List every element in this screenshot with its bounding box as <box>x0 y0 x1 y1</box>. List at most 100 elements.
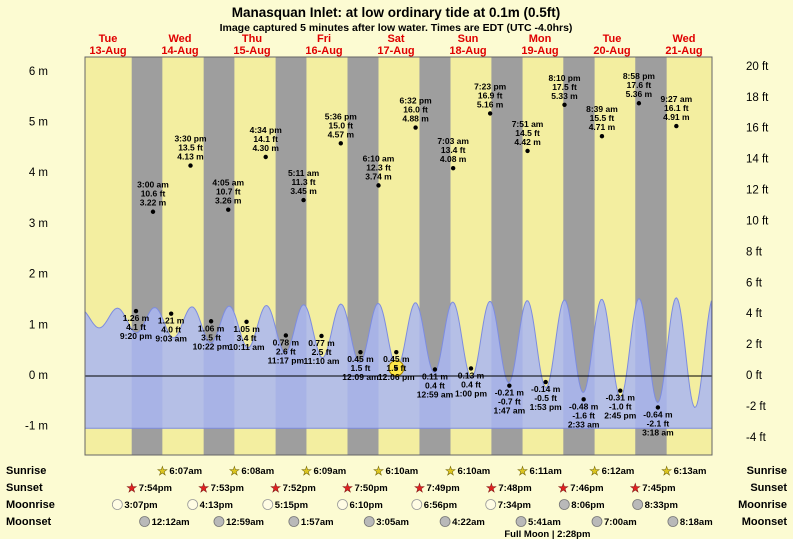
high-tide-time: 8:10 pm <box>548 73 581 83</box>
high-tide-ft: 12.3 ft <box>366 162 391 172</box>
low-tide-ft: 0.4 ft <box>425 380 445 390</box>
high-tide-ft: 16.1 ft <box>664 103 689 113</box>
high-tide-ft: 10.7 ft <box>216 187 241 197</box>
high-tide-m: 5.16 m <box>477 99 504 109</box>
high-tide-m: 4.57 m <box>328 129 355 139</box>
low-tide-dot <box>208 319 214 324</box>
moonset-moon-icon <box>139 516 151 527</box>
y-axis-label-m: 0 m <box>29 370 48 382</box>
low-tide-ft: 1.5 ft <box>386 363 406 373</box>
low-tide-time: 10:11 am <box>229 342 265 352</box>
row-label-sunset-left: Sunset <box>6 482 43 494</box>
high-tide-dot <box>263 154 268 160</box>
sunrise-time: 6:09am <box>313 466 346 477</box>
y-axis-label-ft: -4 ft <box>746 432 767 444</box>
high-tide-dot <box>450 165 456 171</box>
low-tide-m: -0.21 m <box>495 388 525 398</box>
low-tide-m: -0.64 m <box>643 409 673 419</box>
low-tide-time: 1:53 pm <box>530 402 563 412</box>
day-date-label: 21-Aug <box>665 45 702 57</box>
capture-time-dot <box>394 366 399 370</box>
high-tide-m: 4.13 m <box>177 152 204 162</box>
high-tide-dot <box>301 197 306 203</box>
y-axis-label-m: 5 m <box>29 117 48 129</box>
low-tide-m: 1.26 m <box>123 313 150 323</box>
sunset-time: 7:48pm <box>498 483 531 494</box>
day-date-label: 18-Aug <box>449 45 486 57</box>
moonset-moon-icon <box>288 516 300 527</box>
high-tide-time: 6:10 am <box>363 153 395 163</box>
sunset-star-icon: ★ <box>414 481 425 495</box>
high-tide-m: 4.42 m <box>514 137 541 147</box>
y-axis-label-m: 4 m <box>29 167 48 179</box>
high-tide-ft: 10.6 ft <box>141 189 166 199</box>
sunset-star-icon: ★ <box>630 481 641 495</box>
low-tide-m: 0.11 m <box>422 371 448 381</box>
low-tide-ft: 2.5 ft <box>312 347 332 357</box>
day-date-label: 13-Aug <box>89 45 126 57</box>
high-tide-ft: 13.5 ft <box>178 143 203 153</box>
day-name-label: Wed <box>672 33 695 45</box>
low-tide-dot <box>358 349 363 355</box>
row-label-sunrise-left: Sunrise <box>6 465 46 477</box>
low-tide-dot <box>244 319 249 324</box>
moonset-time: 3:05am <box>376 517 409 528</box>
high-tide-m: 4.71 m <box>589 122 616 132</box>
sunset-time: 7:49pm <box>426 483 459 494</box>
low-tide-ft: -0.5 ft <box>534 393 557 403</box>
sunrise-star-icon: ★ <box>661 464 672 478</box>
high-tide-ft: 15.0 ft <box>329 120 354 130</box>
high-tide-ft: 13.4 ft <box>441 145 466 155</box>
low-tide-time: 12:59 am <box>417 389 454 399</box>
low-tide-dot <box>543 379 548 385</box>
moonset-moon-icon <box>515 516 527 527</box>
moonset-moon-icon <box>439 516 451 527</box>
low-tide-ft: -0.7 ft <box>498 397 521 407</box>
high-tide-m: 3.26 m <box>215 196 242 206</box>
high-tide-time: 6:32 pm <box>400 96 433 106</box>
high-tide-m: 5.33 m <box>551 91 578 101</box>
high-tide-time: 9:27 am <box>661 94 693 104</box>
moonrise-moon-icon <box>111 499 123 510</box>
high-tide-time: 4:34 pm <box>250 125 283 135</box>
moonset-moon-icon <box>667 516 679 527</box>
y-axis-label-m: 3 m <box>29 218 48 230</box>
high-tide-time: 5:11 am <box>288 168 320 178</box>
low-tide-ft: 4.0 ft <box>161 325 181 335</box>
sunset-star-icon: ★ <box>486 481 497 495</box>
day-name-label: Thu <box>242 33 262 45</box>
y-axis-label-m: 2 m <box>29 269 48 281</box>
low-tide-m: -0.48 m <box>569 401 599 411</box>
sunrise-star-icon: ★ <box>301 464 312 478</box>
low-tide-dot <box>468 366 474 371</box>
page-title: Manasquan Inlet: at low ordinary tide at… <box>232 5 561 20</box>
sunrise-time: 6:07am <box>169 466 202 477</box>
moonset-time: 7:00am <box>604 517 637 528</box>
day-name-label: Mon <box>529 33 552 45</box>
high-tide-dot <box>413 125 418 130</box>
day-date-label: 17-Aug <box>377 45 414 57</box>
moonrise-time: 6:10pm <box>350 500 383 511</box>
high-tide-ft: 15.5 ft <box>590 113 615 123</box>
moonrise-moon-icon <box>411 499 423 510</box>
sunrise-star-icon: ★ <box>157 464 168 478</box>
low-tide-ft: 3.4 ft <box>237 333 257 343</box>
y-axis-label-m: 6 m <box>29 66 48 78</box>
row-label-moonrise-left: Moonrise <box>6 499 55 511</box>
moonrise-time: 6:56pm <box>424 500 457 511</box>
low-tide-time: 1:00 pm <box>455 388 488 398</box>
day-date-label: 15-Aug <box>233 45 270 57</box>
moonrise-time: 8:33pm <box>645 500 678 511</box>
row-label-moonset-left: Moonset <box>6 516 52 528</box>
moonrise-moon-icon <box>485 499 497 510</box>
y-axis-label-ft: 2 ft <box>746 339 763 351</box>
low-tide-time: 11:17 pm <box>268 355 305 365</box>
y-axis-label-ft: 14 ft <box>746 154 769 166</box>
low-tide-time: 11:10 am <box>304 356 340 366</box>
sunset-time: 7:50pm <box>354 483 387 494</box>
y-axis-label-ft: 20 ft <box>746 61 769 73</box>
sunrise-time: 6:11am <box>530 466 562 477</box>
moonset-moon-icon <box>213 516 225 527</box>
low-tide-time: 2:45 pm <box>604 411 637 421</box>
